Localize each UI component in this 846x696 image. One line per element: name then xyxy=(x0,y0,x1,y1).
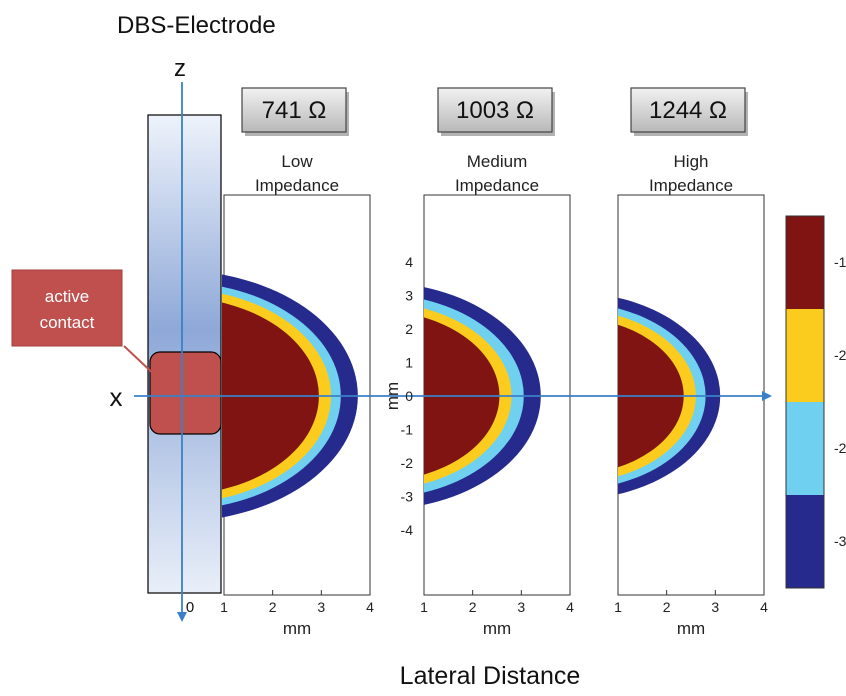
active-contact-callout xyxy=(11,269,123,347)
y-axis: 4 3 2 1 0 -1 -2 -3 -4 mm xyxy=(383,254,413,538)
y-tick-label: -3 xyxy=(401,489,414,505)
colorbar-label: -2.0V xyxy=(834,347,846,363)
colorbar-segment xyxy=(786,495,824,588)
colorbar-label: -3.0V xyxy=(834,533,846,549)
y-tick-label: 0 xyxy=(405,388,413,404)
z-axis-label: z xyxy=(174,55,186,82)
electrode-title: DBS-Electrode xyxy=(117,12,276,39)
active-contact-pad xyxy=(149,351,222,435)
panel-title-line1: Medium xyxy=(467,152,527,171)
x-tick-label: 1 xyxy=(420,599,428,615)
x-tick-label: 4 xyxy=(366,599,374,615)
colorbar-label: -2.5V xyxy=(834,440,846,456)
impedance-value: 1003 Ω xyxy=(456,97,534,124)
impedance-value: 741 Ω xyxy=(262,97,327,124)
panel-title-line2: Impedance xyxy=(455,176,539,195)
y-tick-label: -4 xyxy=(401,522,414,538)
panel-title-line2: Impedance xyxy=(649,176,733,195)
x-tick-label: 4 xyxy=(566,599,574,615)
y-axis-unit: mm xyxy=(383,382,402,410)
panel-title-line1: High xyxy=(674,152,709,171)
y-tick-label: -2 xyxy=(401,455,414,471)
origin-zero-label: 0 xyxy=(186,599,194,616)
colorbar: -1.5V -2.0V -2.5V -3.0V xyxy=(785,215,846,589)
impedance-value: 1244 Ω xyxy=(649,97,727,124)
callout-leader xyxy=(123,345,159,379)
callout-line2: contact xyxy=(40,313,95,332)
y-tick-label: -1 xyxy=(401,422,414,438)
impedance-box xyxy=(437,87,553,133)
x-tick-label: 1 xyxy=(614,599,622,615)
x-tick-label: 3 xyxy=(711,599,719,615)
impedance-box xyxy=(241,87,347,133)
x-tick-label: 4 xyxy=(760,599,768,615)
lateral-distance-label: Lateral Distance xyxy=(400,662,581,690)
x-tick-label: 2 xyxy=(269,599,277,615)
panel-2: 1 2 3 4 mm Medium Impedance 1003 Ω xyxy=(420,87,574,638)
x-axis-label: x xyxy=(110,382,123,412)
impedance-box xyxy=(630,87,746,133)
callout-line1: active xyxy=(45,287,89,306)
x-tick-label: 1 xyxy=(220,599,228,615)
x-axis-unit: mm xyxy=(677,619,705,638)
colorbar-segment xyxy=(786,216,824,309)
x-tick-label: 2 xyxy=(469,599,477,615)
x-tick-label: 3 xyxy=(317,599,325,615)
x-axis-unit: mm xyxy=(483,619,511,638)
x-tick-label: 2 xyxy=(663,599,671,615)
panel-title-line2: Impedance xyxy=(255,176,339,195)
colorbar-segment xyxy=(786,402,824,495)
y-tick-label: 3 xyxy=(405,288,413,304)
y-tick-label: 1 xyxy=(405,355,413,371)
x-axis-unit: mm xyxy=(283,619,311,638)
panel-title-line1: Low xyxy=(281,152,313,171)
x-tick-label: 3 xyxy=(517,599,525,615)
y-tick-label: 4 xyxy=(405,254,413,270)
panels-group: 1 2 3 4 mm Low Impedance 741 Ω 1 2 3 4 mm Medium Imped… xyxy=(220,87,768,638)
y-tick-label: 2 xyxy=(405,321,413,337)
colorbar-label: -1.5V xyxy=(834,254,846,270)
colorbar-segment xyxy=(786,309,824,402)
